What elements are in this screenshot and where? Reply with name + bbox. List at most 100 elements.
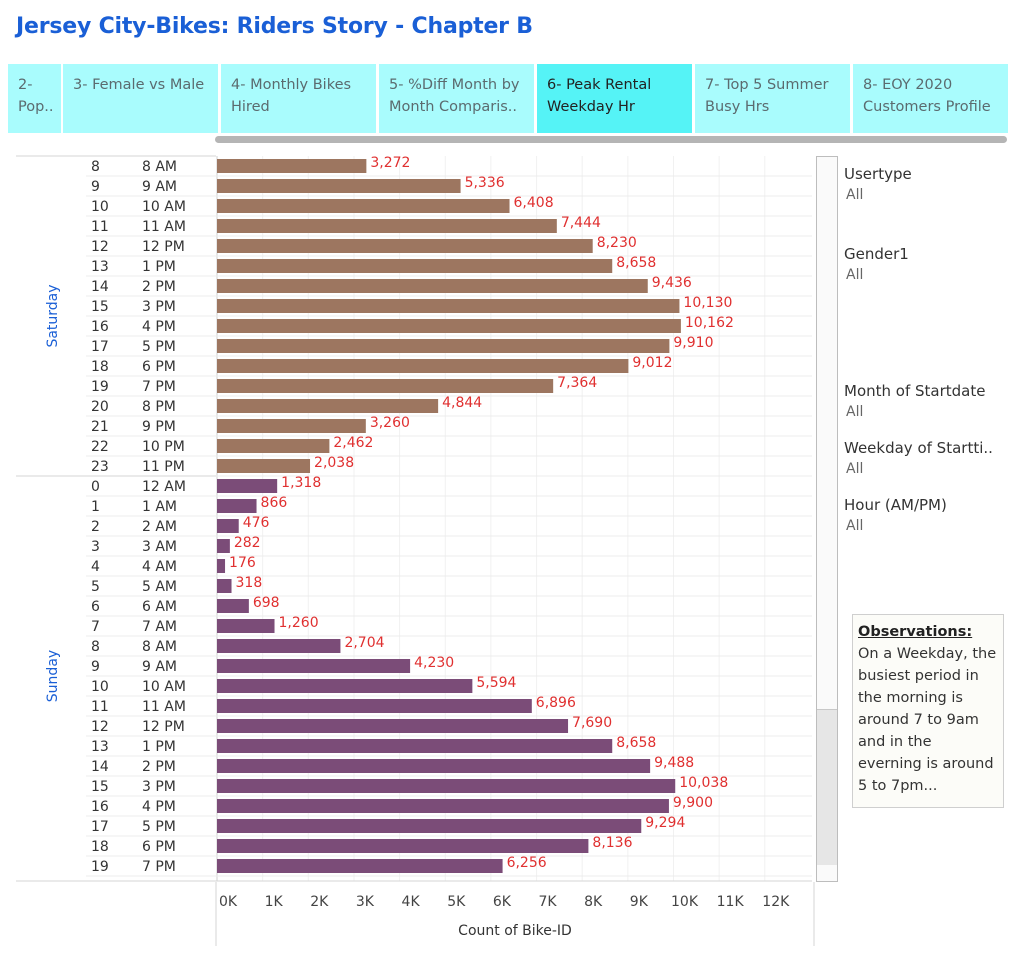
filter-hour-value[interactable]: All (846, 518, 864, 534)
filter-month-value[interactable]: All (846, 404, 864, 420)
hour-number-label: 2 (91, 519, 100, 535)
hour-label: 9 AM (142, 659, 177, 675)
hour-number-label: 13 (91, 259, 109, 275)
hour-number-label: 9 (91, 659, 100, 675)
bar (217, 359, 629, 373)
filter-gender[interactable]: Gender1 All (844, 245, 1009, 283)
hour-number-label: 21 (91, 419, 109, 435)
bar (217, 719, 569, 733)
x-tick-label: 1K (265, 894, 284, 910)
x-tick-label: 10K (671, 894, 699, 910)
hour-number-label: 8 (91, 639, 100, 655)
observations-title: Observations: (858, 624, 973, 640)
tab-peak-rental[interactable]: 6- Peak Rental Weekday Hr (537, 64, 692, 133)
filter-hour[interactable]: Hour (AM/PM) All (844, 496, 1009, 534)
hour-number-label: 23 (91, 459, 109, 475)
bar (217, 559, 226, 573)
bar (217, 199, 510, 213)
hour-number-label: 14 (91, 759, 109, 775)
bar (217, 259, 613, 273)
value-label: 10,130 (683, 295, 732, 311)
x-tick-label: 11K (717, 894, 745, 910)
hour-number-label: 1 (91, 499, 100, 515)
value-label: 4,844 (442, 395, 482, 411)
tab-female-vs-male[interactable]: 3- Female vs Male (63, 64, 218, 133)
value-label: 1,260 (279, 615, 319, 631)
bar (217, 459, 311, 473)
value-label: 8,658 (616, 255, 656, 271)
hour-number-label: 22 (91, 439, 109, 455)
chart-scrollbar[interactable] (816, 156, 838, 882)
hour-number-label: 18 (91, 359, 109, 375)
hour-number-label: 8 (91, 159, 100, 175)
hour-label: 9 AM (142, 179, 177, 195)
bar (217, 499, 257, 513)
chart-scroll-thumb[interactable] (817, 709, 837, 865)
hour-label: 1 AM (142, 499, 177, 515)
hour-label: 3 PM (142, 779, 176, 795)
hour-label: 2 AM (142, 519, 177, 535)
value-label: 3,260 (370, 415, 410, 431)
hour-label: 2 PM (142, 759, 176, 775)
hour-number-label: 3 (91, 539, 100, 555)
value-label: 6,408 (514, 195, 554, 211)
hour-label: 8 PM (142, 399, 176, 415)
tab-eoy-2020[interactable]: 8- EOY 2020 Customers Profile (853, 64, 1008, 133)
hour-label: 10 PM (142, 439, 185, 455)
tab-top5-summer[interactable]: 7- Top 5 Summer Busy Hrs (695, 64, 850, 133)
bar (217, 699, 532, 713)
value-label: 2,462 (333, 435, 373, 451)
hour-label: 12 PM (142, 719, 185, 735)
filter-weekday-title: Weekday of Startti.. (844, 439, 993, 457)
hour-label: 3 AM (142, 539, 177, 555)
hour-label: 8 AM (142, 159, 177, 175)
hour-number-label: 0 (91, 479, 100, 495)
bar (217, 739, 613, 753)
bar (217, 599, 249, 613)
tab-diff-month[interactable]: 5- %Diff Month by Month Comparis.. (379, 64, 534, 133)
bar (217, 379, 554, 393)
hour-label: 5 AM (142, 579, 177, 595)
hour-number-label: 5 (91, 579, 100, 595)
bar (217, 319, 681, 333)
value-label: 866 (261, 495, 288, 511)
day-label: Sunday (45, 650, 61, 702)
hour-number-label: 16 (91, 799, 109, 815)
hour-number-label: 16 (91, 319, 109, 335)
value-label: 282 (234, 535, 261, 551)
value-label: 8,136 (592, 835, 632, 851)
bar (217, 299, 680, 313)
hour-number-label: 11 (91, 699, 109, 715)
value-label: 6,896 (536, 695, 576, 711)
filter-month[interactable]: Month of Startdate All (844, 382, 1009, 420)
value-label: 2,704 (344, 635, 384, 651)
x-tick-label: 8K (584, 894, 603, 910)
hour-number-label: 18 (91, 839, 109, 855)
bar (217, 619, 275, 633)
bar (217, 239, 593, 253)
bar (217, 179, 461, 193)
filter-usertype-title: Usertype (844, 165, 912, 183)
filter-usertype-value[interactable]: All (846, 187, 864, 203)
tab-scrollbar[interactable] (215, 136, 1007, 143)
hour-number-label: 10 (91, 199, 109, 215)
filter-weekday-value[interactable]: All (846, 461, 864, 477)
hour-label: 4 PM (142, 319, 176, 335)
filter-gender-value[interactable]: All (846, 267, 864, 283)
hour-label: 10 AM (142, 679, 186, 695)
bar (217, 819, 642, 833)
tab-popular[interactable]: 2- Pop.. (8, 64, 61, 133)
filter-month-title: Month of Startdate (844, 382, 986, 400)
bar (217, 399, 439, 413)
filter-weekday[interactable]: Weekday of Startti.. All (844, 439, 1009, 477)
x-tick-label: 4K (402, 894, 421, 910)
bar (217, 659, 411, 673)
hour-number-label: 15 (91, 299, 109, 315)
filter-usertype[interactable]: Usertype All (844, 165, 1009, 203)
tab-monthly-bikes[interactable]: 4- Monthly Bikes Hired (221, 64, 376, 133)
hour-number-label: 9 (91, 179, 100, 195)
hour-label: 8 AM (142, 639, 177, 655)
story-tabs: 2- Pop.. 3- Female vs Male 4- Monthly Bi… (8, 64, 1008, 133)
value-label: 9,012 (632, 355, 672, 371)
bar (217, 799, 669, 813)
